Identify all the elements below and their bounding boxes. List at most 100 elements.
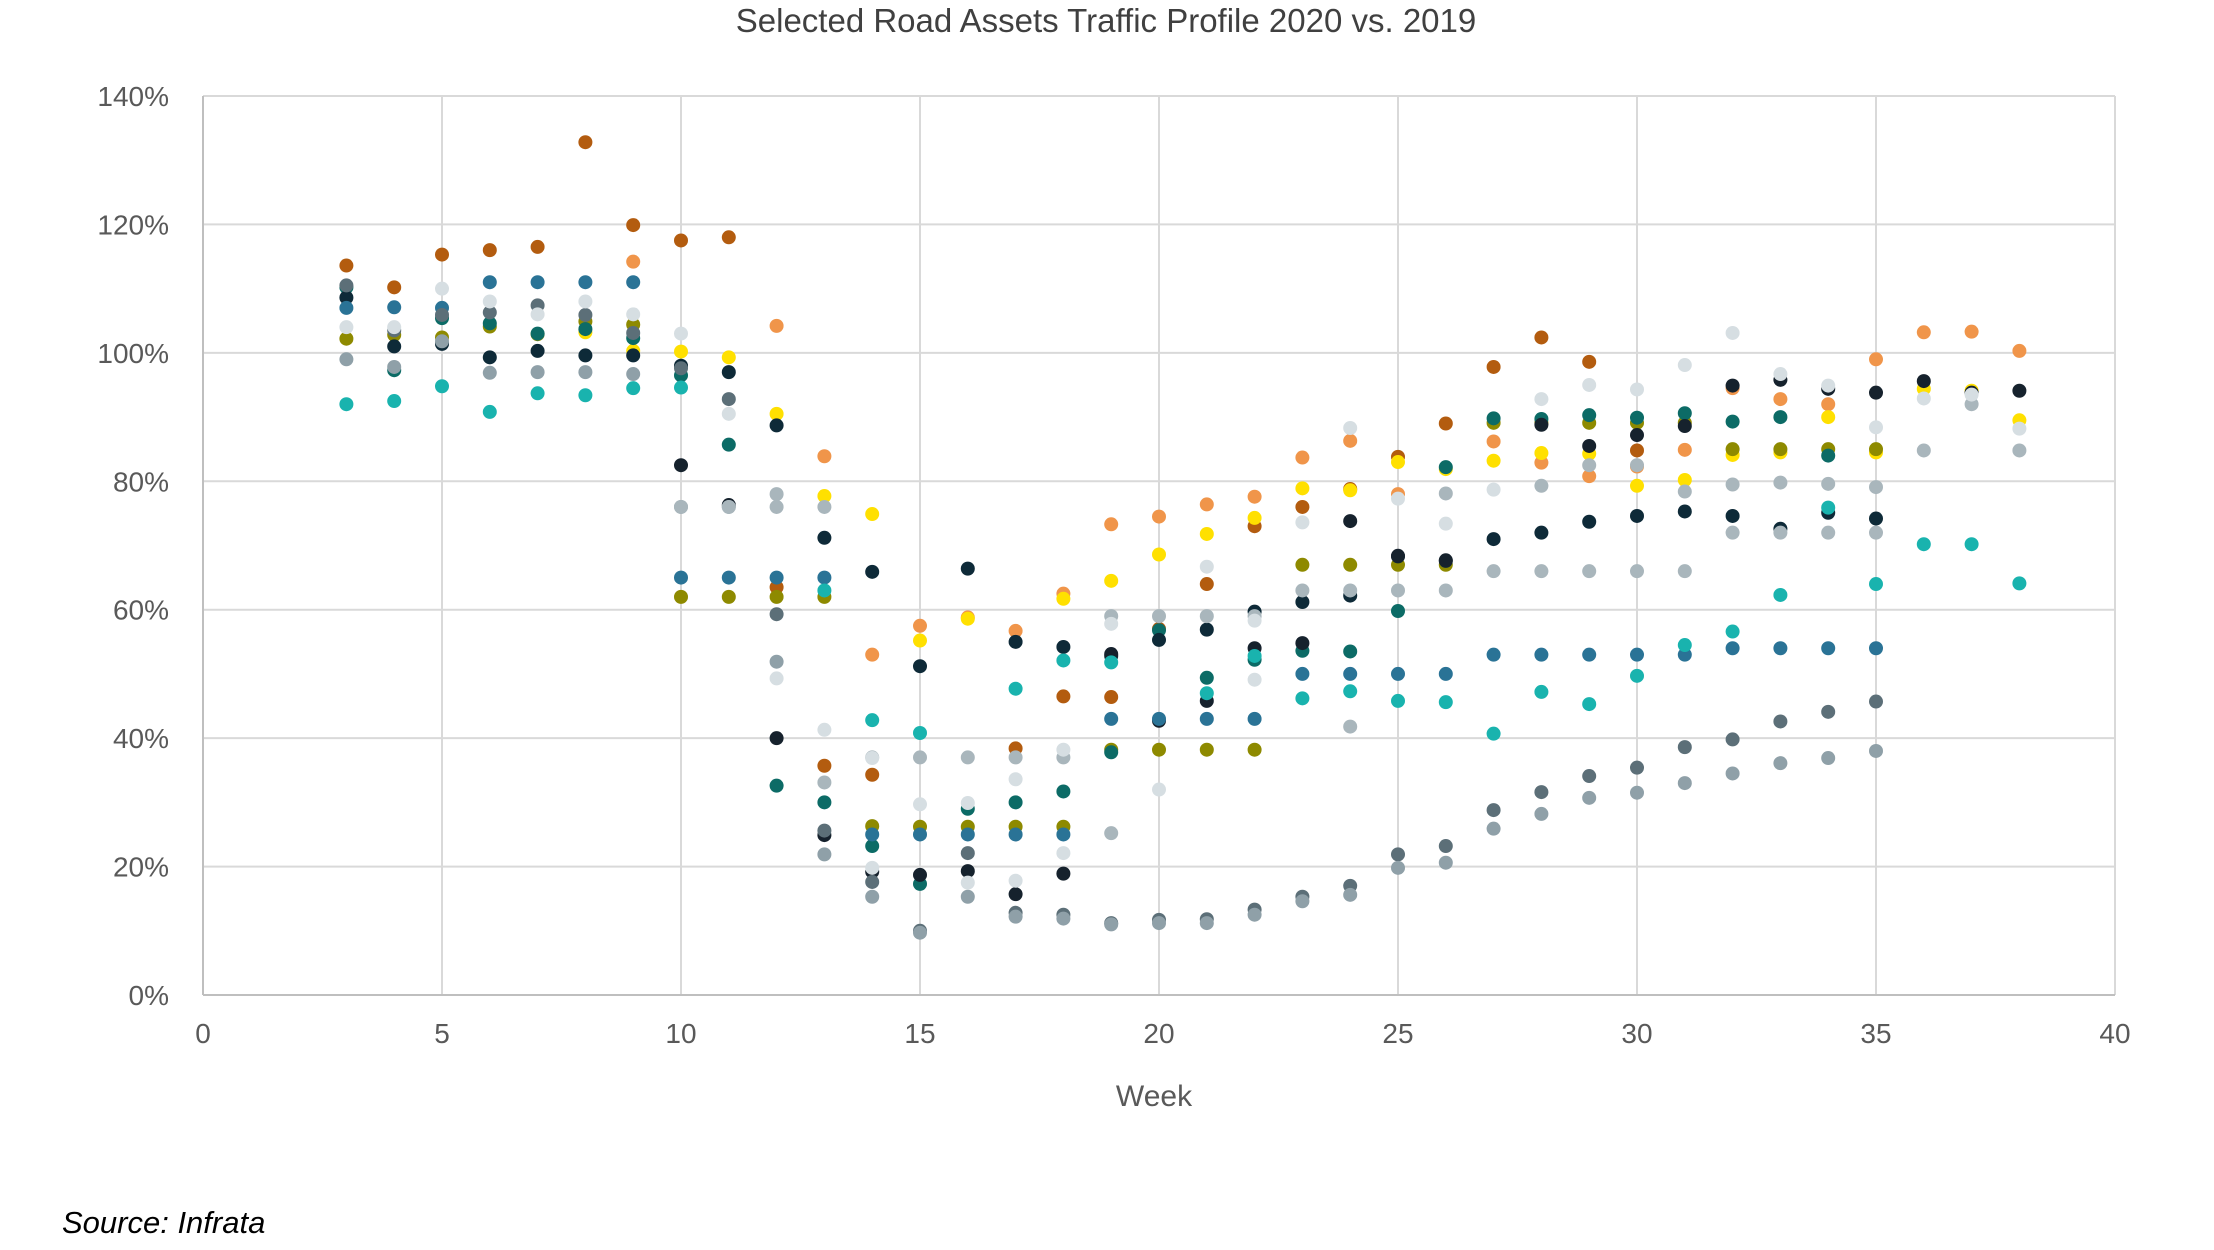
data-point — [1821, 476, 1836, 491]
data-point — [913, 827, 927, 842]
data-point — [2012, 576, 2027, 591]
y-tick-label: 100% — [97, 338, 169, 369]
data-point — [626, 367, 641, 382]
data-point — [1964, 397, 1979, 412]
data-point — [1821, 641, 1836, 656]
data-point — [865, 751, 880, 766]
data-point — [769, 318, 784, 333]
data-point — [1152, 782, 1166, 797]
data-point — [1821, 378, 1836, 393]
data-point — [1677, 564, 1692, 579]
data-point — [1582, 514, 1597, 529]
data-point — [1104, 917, 1119, 932]
data-point — [1869, 442, 1883, 457]
data-point — [769, 418, 784, 433]
data-point — [578, 307, 593, 322]
data-point — [1725, 325, 1740, 340]
data-point — [1008, 772, 1023, 787]
data-point — [1152, 632, 1166, 647]
data-point — [339, 278, 354, 293]
data-point — [1869, 480, 1883, 495]
data-point — [482, 294, 497, 309]
data-point — [339, 352, 354, 367]
data-point — [960, 864, 975, 879]
data-point — [482, 275, 497, 290]
data-point — [387, 394, 402, 409]
data-point — [339, 331, 354, 346]
data-point — [1104, 745, 1119, 760]
data-point — [817, 823, 832, 838]
data-point — [1486, 434, 1501, 449]
data-point — [482, 350, 497, 365]
data-point — [674, 458, 688, 473]
data-point — [769, 654, 784, 669]
data-point — [1916, 325, 1931, 340]
data-point — [1199, 609, 1214, 624]
data-point — [1821, 751, 1836, 766]
data-points — [339, 135, 2027, 940]
data-point — [721, 406, 736, 421]
data-point — [1343, 483, 1358, 498]
data-point — [1008, 827, 1023, 842]
data-point — [1630, 443, 1644, 458]
data-point — [865, 839, 880, 854]
data-point — [1821, 397, 1836, 412]
data-point — [865, 767, 880, 782]
data-point — [769, 671, 784, 686]
data-point — [1677, 442, 1692, 457]
data-point — [1725, 641, 1740, 656]
data-point — [865, 647, 880, 662]
data-point — [1630, 760, 1644, 775]
data-point — [1008, 873, 1023, 888]
data-point — [1869, 385, 1883, 400]
data-point — [1391, 455, 1405, 470]
data-point — [1391, 548, 1405, 563]
data-point — [1821, 525, 1836, 540]
data-point — [1199, 711, 1214, 726]
data-point — [1343, 514, 1358, 529]
data-point — [1582, 564, 1597, 579]
data-point — [1104, 826, 1119, 841]
data-point — [817, 499, 832, 514]
data-point — [1247, 742, 1262, 757]
data-point — [339, 290, 354, 305]
y-tick-label: 140% — [97, 81, 169, 112]
data-point — [1438, 516, 1453, 531]
data-point — [1343, 583, 1358, 598]
data-point — [2012, 421, 2027, 436]
data-point — [721, 350, 736, 365]
data-point — [578, 275, 593, 290]
data-point — [1630, 382, 1644, 397]
data-point — [435, 247, 449, 262]
data-point — [1630, 564, 1644, 579]
data-point — [1486, 821, 1501, 836]
data-point — [1391, 847, 1405, 862]
y-tick-label: 80% — [113, 466, 169, 497]
data-point — [1056, 784, 1071, 799]
gridlines — [202, 95, 2116, 996]
data-point — [1773, 756, 1788, 771]
data-point — [1438, 839, 1453, 854]
data-point — [1486, 803, 1501, 818]
data-point — [1630, 785, 1644, 800]
data-point — [1725, 477, 1740, 492]
data-point — [530, 365, 545, 380]
data-point — [1486, 726, 1501, 741]
data-point — [1773, 525, 1788, 540]
data-point — [1295, 894, 1310, 909]
y-tick-label: 40% — [113, 723, 169, 754]
data-point — [1295, 515, 1310, 530]
data-point — [865, 874, 880, 889]
data-point — [1343, 684, 1358, 699]
data-point — [1056, 827, 1071, 842]
data-point — [1104, 517, 1119, 532]
data-point — [817, 583, 832, 598]
data-point — [578, 365, 593, 380]
data-point — [1582, 469, 1597, 484]
data-point — [1534, 785, 1549, 800]
data-point — [1773, 475, 1788, 490]
data-point — [339, 320, 354, 335]
data-point — [1534, 525, 1549, 540]
data-point — [1438, 553, 1453, 568]
